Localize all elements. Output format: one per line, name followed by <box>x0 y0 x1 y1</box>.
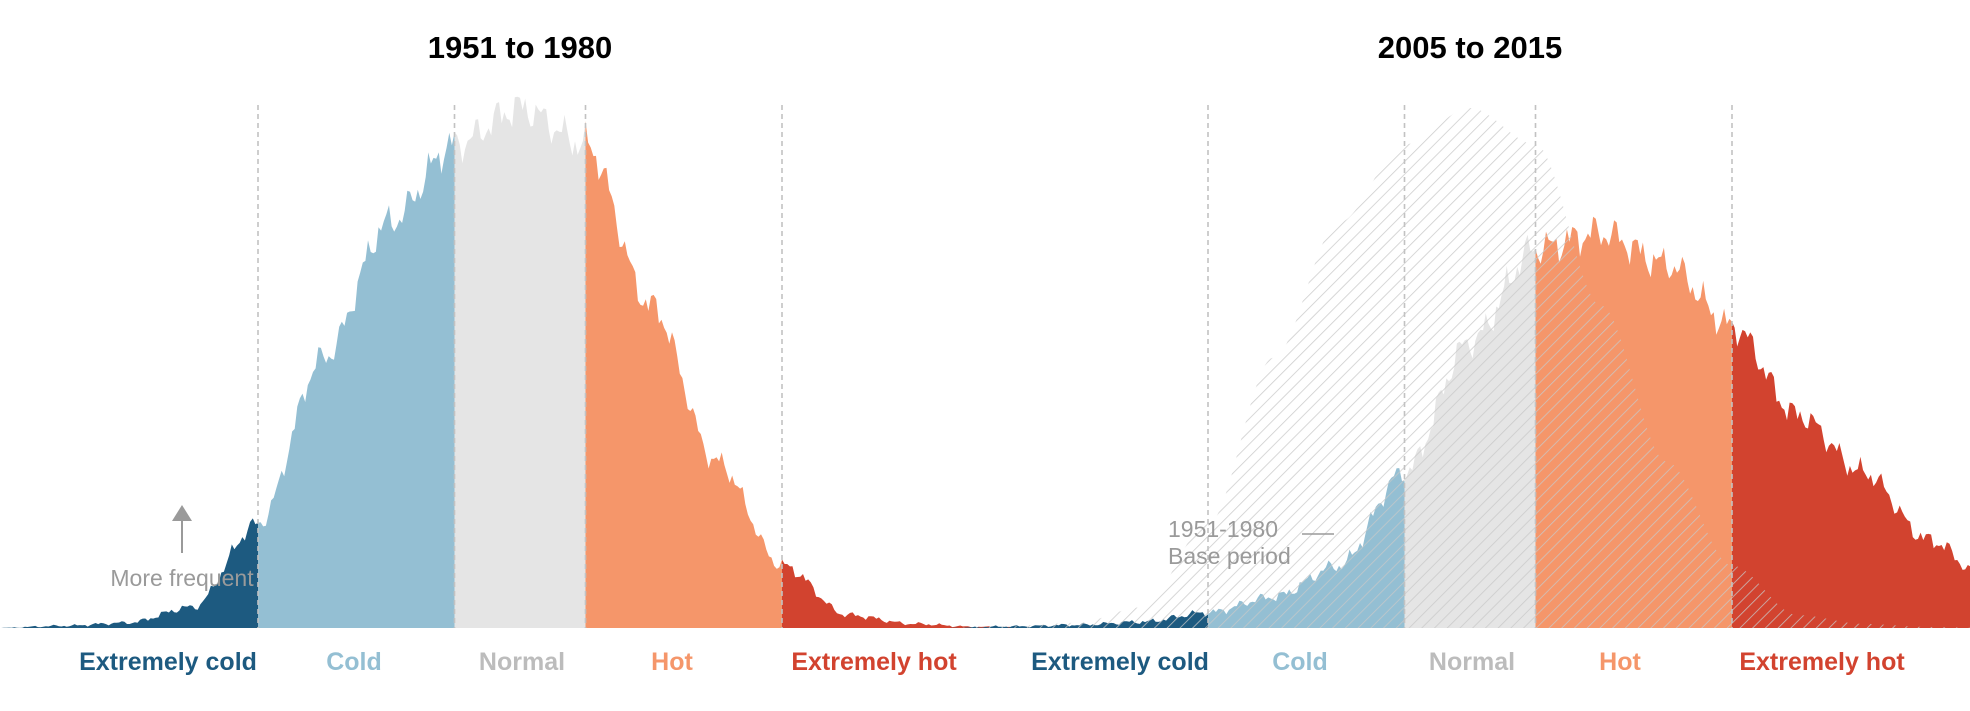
category-label-normal: Normal <box>1429 648 1515 676</box>
distribution-area <box>0 96 1044 628</box>
category-label-cold: Cold <box>326 648 382 676</box>
area-band-hot <box>585 121 782 628</box>
category-label-hot: Hot <box>651 648 693 676</box>
panel-1951-1980: 1951 to 1980 More frequent Extremely col… <box>0 30 1044 676</box>
area-band-extremely-hot <box>782 559 1044 628</box>
category-labels: Extremely cold Cold Normal Hot Extremely… <box>79 648 957 676</box>
category-label-hot: Hot <box>1599 648 1641 676</box>
category-dividers <box>257 105 783 628</box>
arrow-up-icon <box>172 505 192 521</box>
distribution-area <box>946 108 1970 629</box>
panel-2005-2015: 2005 to 2015 1951-1980 Base period Extre… <box>946 30 1970 676</box>
area-band-normal <box>454 96 586 628</box>
category-label-cold: Cold <box>1272 648 1328 676</box>
base-period-label: Base period <box>1168 543 1291 569</box>
base-period-hatched-area <box>946 108 1970 628</box>
base-period-annotation: 1951-1980 Base period <box>1168 516 1334 569</box>
more-frequent-annotation: More frequent <box>110 505 254 591</box>
base-period-years: 1951-1980 <box>1168 516 1278 542</box>
area-band-extremely-hot <box>1732 321 1970 628</box>
more-frequent-label: More frequent <box>110 565 254 591</box>
area-band-extremely-cold <box>0 518 258 628</box>
category-label-extremely-hot: Extremely hot <box>1739 648 1905 676</box>
category-labels: Extremely cold Cold Normal Hot Extremely… <box>1031 648 1905 676</box>
panel-title: 1951 to 1980 <box>428 30 612 65</box>
area-band-cold <box>258 132 455 628</box>
panel-title: 2005 to 2015 <box>1378 30 1562 65</box>
category-dividers <box>1207 105 1733 628</box>
category-label-extremely-cold: Extremely cold <box>79 648 257 676</box>
category-label-extremely-cold: Extremely cold <box>1031 648 1209 676</box>
category-label-extremely-hot: Extremely hot <box>791 648 957 676</box>
category-label-normal: Normal <box>479 648 565 676</box>
